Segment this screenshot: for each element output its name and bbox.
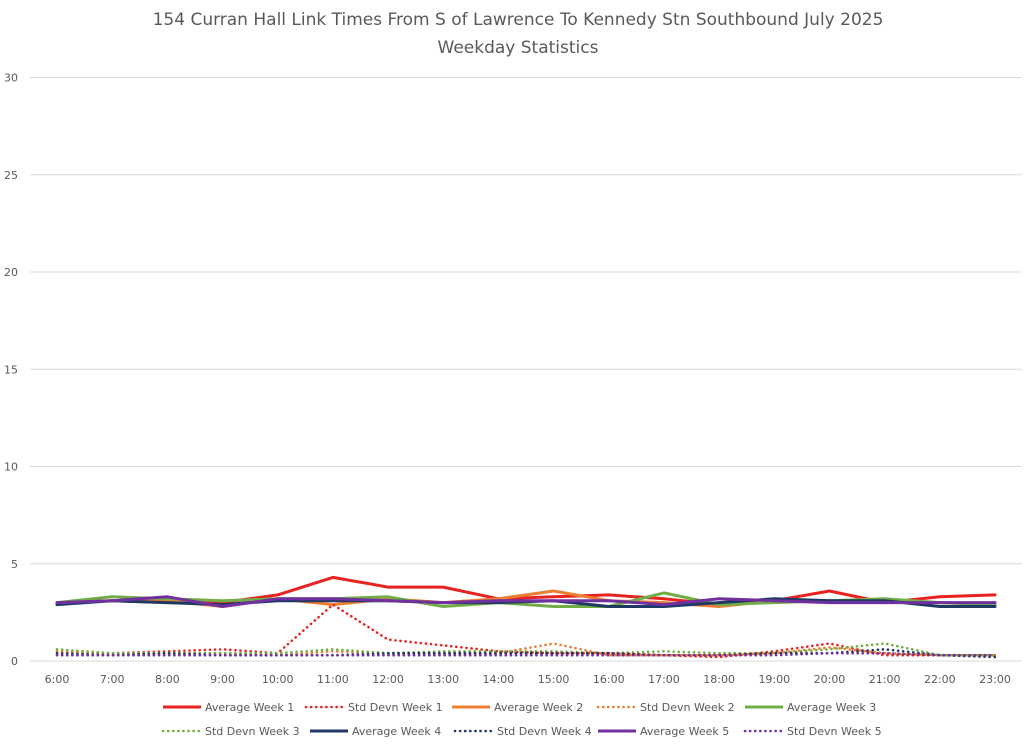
chart-subtitle: Weekday Statistics bbox=[438, 38, 599, 58]
series-line-std-devn-week-5 bbox=[55, 651, 997, 657]
x-tick-label: 16:00 bbox=[593, 673, 625, 686]
y-tick-label: 10 bbox=[4, 461, 18, 474]
legend-item-average-week-4: Average Week 4 bbox=[310, 725, 441, 738]
legend-label: Average Week 3 bbox=[787, 701, 876, 714]
x-tick-label: 18:00 bbox=[703, 673, 735, 686]
series-line-average-week-5 bbox=[55, 595, 997, 608]
legend-label: Average Week 1 bbox=[205, 701, 294, 714]
series-line-std-devn-week-1 bbox=[55, 603, 997, 659]
x-tick-label: 9:00 bbox=[210, 673, 235, 686]
y-tick-label: 25 bbox=[4, 169, 18, 182]
x-tick-label: 12:00 bbox=[372, 673, 404, 686]
series-line-std-devn-week-3 bbox=[55, 642, 997, 657]
legend-item-std-devn-week-1: Std Devn Week 1 bbox=[304, 701, 443, 714]
x-tick-label: 19:00 bbox=[758, 673, 790, 686]
x-tick-label: 11:00 bbox=[317, 673, 349, 686]
y-tick-label: 0 bbox=[11, 655, 18, 668]
y-tick-label: 15 bbox=[4, 363, 18, 376]
legend-item-average-week-3: Average Week 3 bbox=[745, 701, 876, 714]
y-tick-label: 5 bbox=[11, 558, 18, 571]
series-line-std-devn-week-2 bbox=[55, 642, 997, 657]
gridlines bbox=[30, 77, 1022, 662]
series-line-average-week-1 bbox=[55, 575, 997, 607]
legend-label: Average Week 4 bbox=[352, 725, 441, 738]
x-tick-label: 20:00 bbox=[814, 673, 846, 686]
legend-item-std-devn-week-5: Std Devn Week 5 bbox=[743, 725, 882, 738]
x-tick-label: 23:00 bbox=[979, 673, 1011, 686]
legend: Average Week 1 Std Devn Week 1 Average Wee… bbox=[161, 701, 882, 738]
legend-label: Std Devn Week 4 bbox=[497, 725, 592, 738]
x-tick-label: 13:00 bbox=[427, 673, 459, 686]
legend-item-std-devn-week-3: Std Devn Week 3 bbox=[161, 725, 300, 738]
legend-label: Average Week 2 bbox=[494, 701, 583, 714]
series-line-std-devn-week-4 bbox=[55, 647, 997, 659]
legend-item-std-devn-week-4: Std Devn Week 4 bbox=[453, 725, 592, 738]
y-tick-label: 30 bbox=[4, 72, 18, 85]
x-tick-label: 17:00 bbox=[648, 673, 680, 686]
legend-item-average-week-2: Average Week 2 bbox=[452, 701, 583, 714]
x-tick-label: 10:00 bbox=[262, 673, 294, 686]
x-tick-label: 6:00 bbox=[45, 673, 70, 686]
x-tick-label: 14:00 bbox=[483, 673, 515, 686]
x-tick-label: 8:00 bbox=[155, 673, 180, 686]
y-axis-ticks: 0 5 10 15 20 25 30 bbox=[4, 72, 18, 669]
legend-item-average-week-1: Average Week 1 bbox=[163, 701, 294, 714]
y-tick-label: 20 bbox=[4, 266, 18, 279]
x-tick-label: 7:00 bbox=[100, 673, 125, 686]
legend-label: Std Devn Week 5 bbox=[787, 725, 882, 738]
legend-label: Average Week 5 bbox=[640, 725, 729, 738]
series-lines bbox=[55, 575, 997, 659]
x-tick-label: 15:00 bbox=[538, 673, 570, 686]
legend-label: Std Devn Week 2 bbox=[640, 701, 735, 714]
legend-item-average-week-5: Average Week 5 bbox=[598, 725, 729, 738]
legend-label: Std Devn Week 1 bbox=[348, 701, 443, 714]
chart-title: 154 Curran Hall Link Times From S of Law… bbox=[153, 10, 884, 30]
legend-label: Std Devn Week 3 bbox=[205, 725, 300, 738]
legend-item-std-devn-week-2: Std Devn Week 2 bbox=[596, 701, 735, 714]
x-axis-ticks: 6:00 7:00 8:00 9:00 10:00 11:00 12:00 13:00 14:0… bbox=[45, 673, 1011, 686]
x-tick-label: 21:00 bbox=[869, 673, 901, 686]
x-tick-label: 22:00 bbox=[924, 673, 956, 686]
